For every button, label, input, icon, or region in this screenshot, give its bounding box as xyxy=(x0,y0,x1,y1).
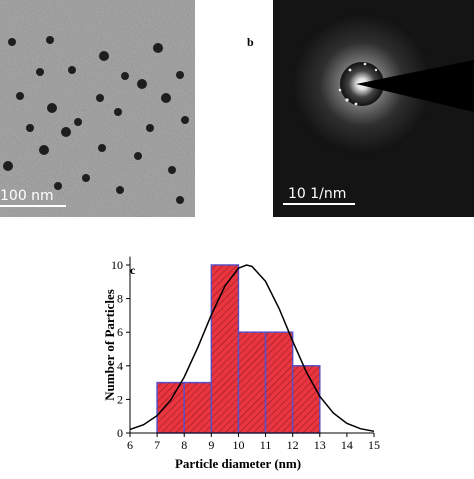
x-tick-label: 15 xyxy=(368,438,380,452)
fit-curve xyxy=(129,264,375,433)
x-tick-label: 6 xyxy=(127,438,133,452)
y-tick-label: 0 xyxy=(117,426,123,440)
x-tick-label: 10 xyxy=(232,438,244,452)
y-tick-label: 2 xyxy=(117,392,123,406)
saed-image: 10 1/nm b xyxy=(247,0,474,217)
scale-bar-label: 100 nm xyxy=(0,188,54,204)
x-tick-label: 14 xyxy=(341,438,353,452)
tem-image: 100 nm xyxy=(0,0,195,217)
x-tick-label: 7 xyxy=(154,438,160,452)
bar xyxy=(183,381,213,434)
y-axis-label: Number of Particles xyxy=(102,289,117,401)
x-tick-label: 12 xyxy=(287,438,299,452)
x-tick-label: 11 xyxy=(260,438,272,452)
y-tick-label: 8 xyxy=(117,292,123,306)
panel-label: c xyxy=(130,263,136,277)
y-tick-label: 10 xyxy=(111,258,123,272)
scale-bar-label: 10 1/nm xyxy=(288,186,346,202)
x-tick-label: 8 xyxy=(181,438,187,452)
x-axis-label: Particle diameter (nm) xyxy=(175,456,301,471)
panel-label: b xyxy=(247,35,254,49)
x-tick-label: 13 xyxy=(314,438,326,452)
x-tick-label: 9 xyxy=(208,438,214,452)
bar xyxy=(210,264,240,434)
bar xyxy=(156,381,185,434)
y-tick-label: 6 xyxy=(117,325,123,339)
y-tick-label: 4 xyxy=(117,359,123,373)
bar xyxy=(237,331,267,434)
bar xyxy=(264,331,294,434)
bar xyxy=(291,365,321,434)
histogram: 6 7 8 9 10 11 12 13 14 15 0 2 4 6 8 10 xyxy=(111,256,380,452)
